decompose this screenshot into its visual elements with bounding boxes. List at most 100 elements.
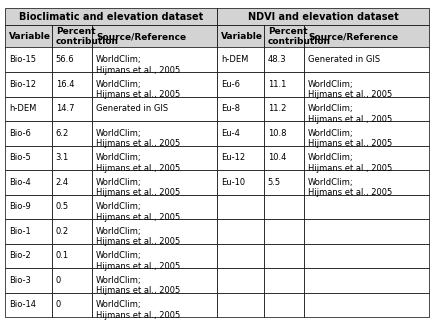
Text: 2.4: 2.4 (56, 178, 69, 187)
Bar (217, 194, 263, 219)
Text: WorldClim;
Hijmans et al., 2005: WorldClim; Hijmans et al., 2005 (96, 80, 180, 99)
Text: 16.4: 16.4 (56, 80, 74, 89)
Bar (5, 170, 52, 194)
Text: Bio-6: Bio-6 (9, 129, 31, 138)
Bar (263, 194, 304, 219)
Text: WorldClim;
Hijmans et al., 2005: WorldClim; Hijmans et al., 2005 (96, 55, 180, 75)
Text: Generated in GIS: Generated in GIS (308, 55, 380, 64)
Text: Bio-1: Bio-1 (9, 227, 31, 236)
Bar (92, 146, 217, 170)
Bar (5, 293, 52, 317)
Bar (217, 243, 263, 268)
Bar (263, 97, 304, 121)
Bar (52, 243, 92, 268)
Text: Percent
contribution: Percent contribution (268, 27, 331, 46)
Bar (52, 47, 92, 72)
Text: WorldClim;
Hijmans et al., 2005: WorldClim; Hijmans et al., 2005 (96, 276, 180, 295)
Bar (52, 72, 92, 97)
Bar (5, 72, 52, 97)
Text: Generated in GIS: Generated in GIS (96, 104, 168, 113)
Text: Bio-2: Bio-2 (9, 251, 31, 260)
Text: WorldClim;
Hijmans et al., 2005: WorldClim; Hijmans et al., 2005 (308, 104, 392, 124)
Text: h-DEM: h-DEM (9, 104, 36, 113)
Text: WorldClim;
Hijmans et al., 2005: WorldClim; Hijmans et al., 2005 (96, 178, 180, 197)
Bar (52, 97, 92, 121)
Bar (92, 170, 217, 194)
Bar (52, 293, 92, 317)
Text: WorldClim;
Hijmans et al., 2005: WorldClim; Hijmans et al., 2005 (96, 202, 180, 222)
Text: 0: 0 (56, 300, 61, 309)
Text: WorldClim;
Hijmans et al., 2005: WorldClim; Hijmans et al., 2005 (96, 252, 180, 271)
Text: Source/Reference: Source/Reference (96, 32, 186, 41)
Bar (92, 293, 217, 317)
Text: h-DEM: h-DEM (221, 55, 248, 64)
Text: 5.5: 5.5 (268, 178, 281, 187)
Text: 48.3: 48.3 (268, 55, 286, 64)
Bar (263, 243, 304, 268)
Text: 14.7: 14.7 (56, 104, 74, 113)
Text: WorldClim;
Hijmans et al., 2005: WorldClim; Hijmans et al., 2005 (308, 178, 392, 197)
Bar (217, 25, 263, 47)
Bar (263, 72, 304, 97)
Bar (304, 293, 429, 317)
Text: Bio-3: Bio-3 (9, 276, 31, 285)
Bar (92, 194, 217, 219)
Bar (5, 243, 52, 268)
Bar (217, 121, 263, 146)
Bar (92, 72, 217, 97)
Bar (263, 25, 304, 47)
Bar (217, 293, 263, 317)
Bar (304, 243, 429, 268)
Bar (217, 146, 263, 170)
Bar (217, 97, 263, 121)
Text: 11.2: 11.2 (268, 104, 286, 113)
Text: WorldClim;
Hijmans et al., 2005: WorldClim; Hijmans et al., 2005 (96, 227, 180, 246)
Bar (5, 268, 52, 293)
Text: Eu-8: Eu-8 (221, 104, 240, 113)
Text: 56.6: 56.6 (56, 55, 74, 64)
Text: Source/Reference: Source/Reference (308, 32, 398, 41)
Text: WorldClim;
Hijmans et al., 2005: WorldClim; Hijmans et al., 2005 (308, 129, 392, 148)
Bar (217, 47, 263, 72)
Bar (304, 72, 429, 97)
Text: 11.1: 11.1 (268, 80, 286, 89)
Bar (304, 47, 429, 72)
Bar (52, 170, 92, 194)
Bar (5, 8, 217, 25)
Bar (52, 121, 92, 146)
Bar (52, 194, 92, 219)
Bar (217, 170, 263, 194)
Bar (5, 25, 52, 47)
Bar (5, 194, 52, 219)
Bar (92, 121, 217, 146)
Bar (304, 170, 429, 194)
Bar (52, 25, 92, 47)
Text: 0.5: 0.5 (56, 202, 69, 211)
Bar (92, 268, 217, 293)
Text: WorldClim;
Hijmans et al., 2005: WorldClim; Hijmans et al., 2005 (96, 300, 180, 320)
Bar (92, 47, 217, 72)
Bar (263, 121, 304, 146)
Bar (52, 219, 92, 243)
Bar (263, 170, 304, 194)
Bar (5, 121, 52, 146)
Text: Bio-4: Bio-4 (9, 178, 31, 187)
Bar (92, 97, 217, 121)
Bar (217, 268, 263, 293)
Bar (5, 146, 52, 170)
Text: NDVI and elevation dataset: NDVI and elevation dataset (248, 12, 398, 22)
Bar (92, 243, 217, 268)
Text: Bio-5: Bio-5 (9, 153, 31, 162)
Text: Variable: Variable (221, 32, 263, 41)
Bar (304, 97, 429, 121)
Text: 6.2: 6.2 (56, 129, 69, 138)
Text: 0.2: 0.2 (56, 227, 69, 236)
Text: Bio-9: Bio-9 (9, 202, 31, 211)
Text: 10.4: 10.4 (268, 153, 286, 162)
Bar (217, 219, 263, 243)
Text: 0: 0 (56, 276, 61, 285)
Text: 0.1: 0.1 (56, 251, 69, 260)
Bar (304, 219, 429, 243)
Bar (304, 25, 429, 47)
Text: Eu-6: Eu-6 (221, 80, 240, 89)
